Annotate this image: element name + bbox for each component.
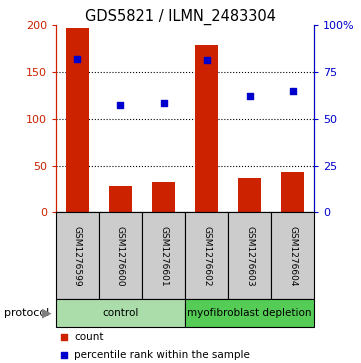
Bar	[271, 212, 314, 299]
Text: GSM1276599: GSM1276599	[73, 225, 82, 286]
Text: GSM1276601: GSM1276601	[159, 225, 168, 286]
Point	[118, 102, 123, 108]
Bar	[56, 212, 99, 299]
Point	[204, 57, 209, 63]
Text: percentile rank within the sample: percentile rank within the sample	[74, 350, 250, 360]
Bar	[142, 212, 185, 299]
Point	[61, 352, 66, 358]
Text: GSM1276600: GSM1276600	[116, 225, 125, 286]
Bar	[152, 182, 175, 212]
Text: protocol: protocol	[4, 308, 49, 318]
Text: control: control	[102, 308, 139, 318]
Point	[75, 56, 81, 62]
Bar	[66, 28, 89, 212]
Text: count: count	[74, 332, 104, 342]
Bar	[228, 212, 271, 299]
Text: ▶: ▶	[42, 306, 52, 319]
Bar	[56, 299, 185, 327]
Point	[247, 93, 252, 98]
Text: GSM1276604: GSM1276604	[288, 226, 297, 286]
Bar	[238, 178, 261, 212]
Point	[61, 334, 66, 340]
Text: GSM1276603: GSM1276603	[245, 225, 254, 286]
Bar	[109, 186, 132, 212]
Text: GSM1276602: GSM1276602	[202, 226, 211, 286]
Point	[290, 88, 295, 94]
Bar	[281, 172, 304, 212]
Point	[161, 100, 166, 106]
Text: myofibroblast depletion: myofibroblast depletion	[187, 308, 312, 318]
Bar	[99, 212, 142, 299]
Bar	[185, 299, 314, 327]
Text: GDS5821 / ILMN_2483304: GDS5821 / ILMN_2483304	[85, 9, 276, 25]
Bar	[195, 45, 218, 212]
Bar	[185, 212, 228, 299]
